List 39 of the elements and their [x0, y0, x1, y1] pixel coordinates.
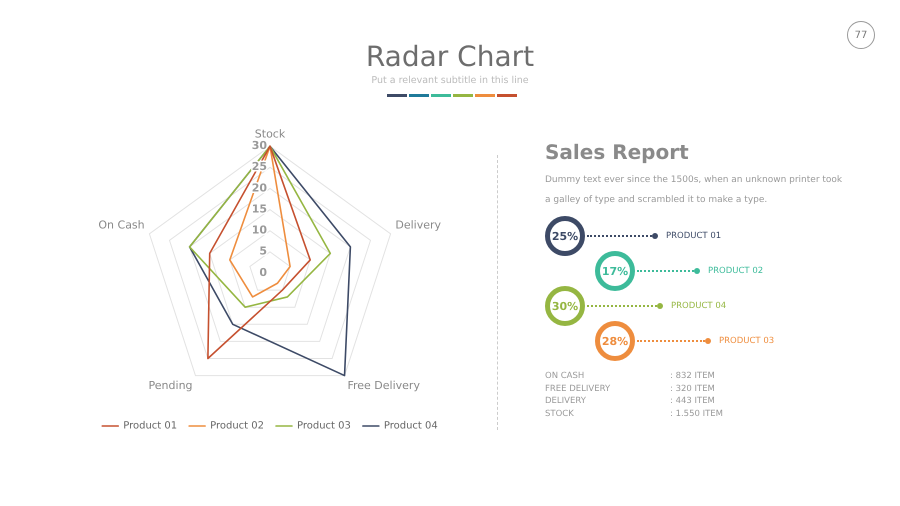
- chart-title: Radar Chart: [364, 40, 536, 73]
- ring-icon: 28%: [595, 321, 635, 361]
- chart-subtitle: Put a relevant subtitle in this line: [370, 75, 530, 86]
- data-label: 25%: [552, 230, 578, 242]
- y-tick-label: 10: [252, 224, 268, 237]
- ring-icon: 25%: [545, 216, 585, 256]
- legend-label: Product 01: [123, 420, 178, 432]
- text: : 443 ITEM: [670, 395, 715, 408]
- data-label: 17%: [602, 264, 628, 278]
- category-label: PRODUCT 02: [708, 266, 764, 276]
- text: ON CASH: [545, 370, 586, 382]
- data-label: 28%: [602, 334, 628, 348]
- text: STOCK: [545, 408, 575, 420]
- ring-icon: 17%: [595, 251, 635, 291]
- legend-label: Product 04: [384, 420, 438, 432]
- spoke-label: Delivery: [395, 218, 442, 232]
- data-label: 30%: [552, 300, 578, 312]
- category-label: PRODUCT 04: [671, 301, 726, 311]
- spoke-label: On Cash: [98, 218, 145, 232]
- text: 77: [847, 21, 875, 49]
- ring-icon: 30%: [545, 286, 585, 326]
- y-tick-label: 15: [252, 202, 267, 216]
- y-tick-label: 30: [252, 139, 268, 152]
- y-tick-label: 0: [259, 266, 268, 279]
- text: DELIVERY: [545, 395, 587, 408]
- text: Dummy text ever since the 1500s, when an unknown printer took a galley of type and scrambled it to make a type.: [545, 174, 844, 207]
- spoke-label: Stock: [254, 127, 286, 140]
- legend-label: Product 03: [297, 420, 351, 432]
- y-tick-label: 5: [259, 244, 267, 258]
- category-label: PRODUCT 03: [719, 336, 774, 346]
- legend-label: Product 02: [210, 420, 264, 432]
- spoke-label: Free Delivery: [347, 379, 420, 392]
- text: : 832 ITEM: [670, 370, 715, 382]
- text: : 1.550 ITEM: [670, 408, 724, 420]
- text: : 320 ITEM: [670, 382, 715, 395]
- category-label: PRODUCT 01: [666, 231, 722, 241]
- text: FREE DELIVERY: [545, 382, 612, 395]
- spoke-label: Pending: [148, 379, 193, 392]
- text: Sales Report: [545, 140, 690, 164]
